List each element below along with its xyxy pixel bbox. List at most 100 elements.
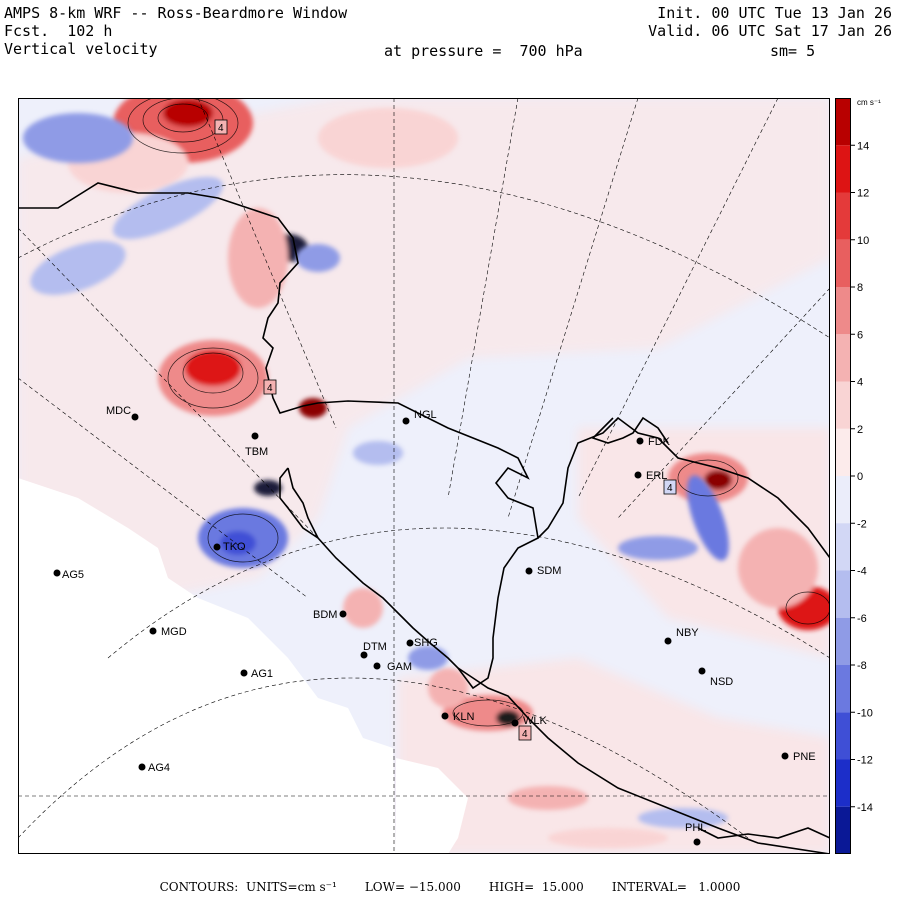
station-label-TBM: TBM — [245, 446, 268, 458]
station-dot-GAM — [373, 662, 381, 670]
station-label-AG4: AG4 — [148, 762, 170, 774]
colorbar-tick-label: 2 — [857, 424, 863, 436]
colorbar-tick-label: -4 — [857, 566, 867, 578]
contour-label: 4 — [667, 483, 673, 494]
station-label-NBY: NBY — [676, 627, 699, 639]
station-dot-MDC — [131, 413, 139, 421]
colorbar-tick-label: -12 — [857, 755, 873, 767]
colorbar-tick-label: 12 — [857, 188, 869, 200]
station-dot-MGD — [149, 627, 157, 635]
colorbar-tick-label: 14 — [857, 140, 869, 152]
station-label-PHL: PHL — [685, 822, 706, 834]
station-labels: MDC NGL TBM FDK ERL AG5 TKO SDM BDM MGD … — [62, 405, 816, 834]
station-label-MDC: MDC — [106, 405, 131, 417]
colorbar-swatch-negative — [835, 617, 851, 665]
station-dot-SDM — [525, 567, 533, 575]
colorbar-swatch-positive — [835, 428, 851, 476]
colorbar-swatch-positive — [835, 239, 851, 287]
station-dot-TBM — [251, 432, 259, 440]
station-label-FDK: FDK — [648, 436, 671, 448]
station-dot-PHL — [693, 838, 701, 846]
colorbar-swatch-negative — [835, 570, 851, 618]
station-dot-NGL — [402, 417, 410, 425]
contour-high: HIGH= 15.000 — [488, 880, 584, 894]
valid-time: Valid. 06 UTC Sat 17 Jan 26 — [648, 22, 892, 40]
colorbar-swatch-positive — [835, 381, 851, 429]
colorbar-tick-label: -10 — [857, 707, 873, 719]
lat-lon-grid — [18, 98, 830, 854]
colorbar-tick-label: 0 — [857, 471, 863, 483]
colorbar-swatch-positive — [835, 287, 851, 335]
contour-info: CONTOURS: UNITS=cm s⁻¹ LOW= −15.000 HIGH= … — [0, 880, 900, 894]
model-title: AMPS 8-km WRF -- Ross-Beardmore Window — [4, 4, 348, 22]
station-label-AG5: AG5 — [62, 569, 84, 581]
weather-map: MDC NGL TBM FDK ERL AG5 TKO SDM BDM MGD … — [18, 98, 830, 854]
station-label-DTM: DTM — [363, 641, 387, 653]
colorbar-tick-label: 6 — [857, 329, 863, 341]
colorbar-swatch-positive — [835, 98, 851, 146]
colorbar-tick-label: -6 — [857, 613, 867, 625]
contour-interval: INTERVAL= 1.0000 — [611, 880, 741, 894]
station-label-BDM: BDM — [313, 609, 337, 621]
station-markers — [53, 413, 789, 846]
contour-label: 4 — [267, 383, 273, 394]
colorbar-tick-label: 10 — [857, 235, 869, 247]
station-label-PNE: PNE — [793, 751, 816, 763]
contour-low: LOW= −15.000 — [364, 880, 461, 894]
colorbar-swatch-negative — [835, 712, 851, 760]
colorbar-tick-label: 8 — [857, 282, 863, 294]
contour-units: CONTOURS: UNITS=cm s⁻¹ — [159, 880, 337, 894]
colorbar-ticks: 14 12 10 8 6 4 2 0 -2 -4 -6 -8 -10 -12 -14 — [851, 140, 873, 814]
colorbar-swatch-negative — [835, 806, 851, 854]
colorbar-swatches — [835, 98, 851, 854]
colorbar-swatch-negative — [835, 476, 851, 524]
colorbar-swatch-positive — [835, 192, 851, 240]
station-label-MGD: MGD — [161, 626, 187, 638]
station-label-NGL: NGL — [414, 409, 437, 421]
colorbar-swatch-positive — [835, 145, 851, 193]
contour-label: 4 — [218, 123, 224, 134]
colorbar-swatch-negative — [835, 665, 851, 713]
contour-label: 4 — [522, 729, 528, 740]
colorbar-tick-label: -8 — [857, 660, 867, 672]
terrain-mask-2 — [396, 758, 468, 854]
colorbar: 14 12 10 8 6 4 2 0 -2 -4 -6 -8 -10 -12 -14 cm s⁻¹ — [835, 98, 881, 854]
smoothing-label: sm= 5 — [770, 42, 816, 60]
init-time: Init. 00 UTC Tue 13 Jan 26 — [657, 4, 892, 22]
station-label-NSD: NSD — [710, 676, 733, 688]
contour-value-labels: 4 4 4 4 — [214, 119, 677, 741]
station-label-WLK: WLK — [523, 715, 548, 727]
station-label-ERL: ERL — [646, 470, 667, 482]
station-label-SDM: SDM — [537, 565, 561, 577]
colorbar-swatch-negative — [835, 523, 851, 571]
map-frame — [18, 98, 830, 854]
station-dot-NBY — [664, 637, 672, 645]
station-dot-AG1 — [240, 669, 248, 677]
station-dot-PNE — [781, 752, 789, 760]
station-label-KLN: KLN — [453, 711, 474, 723]
colorbar-swatch-negative — [835, 759, 851, 807]
station-dot-KLN — [441, 712, 449, 720]
station-dot-DTM — [360, 651, 368, 659]
station-dot-SHG — [406, 639, 414, 647]
colorbar-tick-label: 4 — [857, 377, 863, 389]
station-dot-AG4 — [138, 763, 146, 771]
colorbar-swatch-positive — [835, 334, 851, 382]
station-dot-ERL — [634, 471, 642, 479]
colorbar-units: cm s⁻¹ — [857, 98, 881, 107]
station-dot-WLK — [511, 719, 519, 727]
header-right: Init. 00 UTC Tue 13 Jan 26 Valid. 06 UTC … — [648, 4, 892, 40]
pressure-level: at pressure = 700 hPa — [384, 42, 583, 60]
colorbar-tick-label: -14 — [857, 802, 873, 814]
header-left: AMPS 8-km WRF -- Ross-Beardmore Window Fc… — [4, 4, 347, 58]
field-name: Vertical velocity — [4, 40, 158, 58]
colorbar-tick-label: -2 — [857, 518, 867, 530]
colorbar-frame — [835, 98, 851, 854]
coastline — [18, 182, 830, 854]
station-dot-FDK — [636, 437, 644, 445]
forecast-hour: Fcst. 102 h — [4, 22, 113, 40]
terrain-mask — [18, 478, 396, 854]
station-label-GAM: GAM — [387, 661, 412, 673]
station-dot-TKO — [213, 543, 221, 551]
station-label-AG1: AG1 — [251, 668, 273, 680]
